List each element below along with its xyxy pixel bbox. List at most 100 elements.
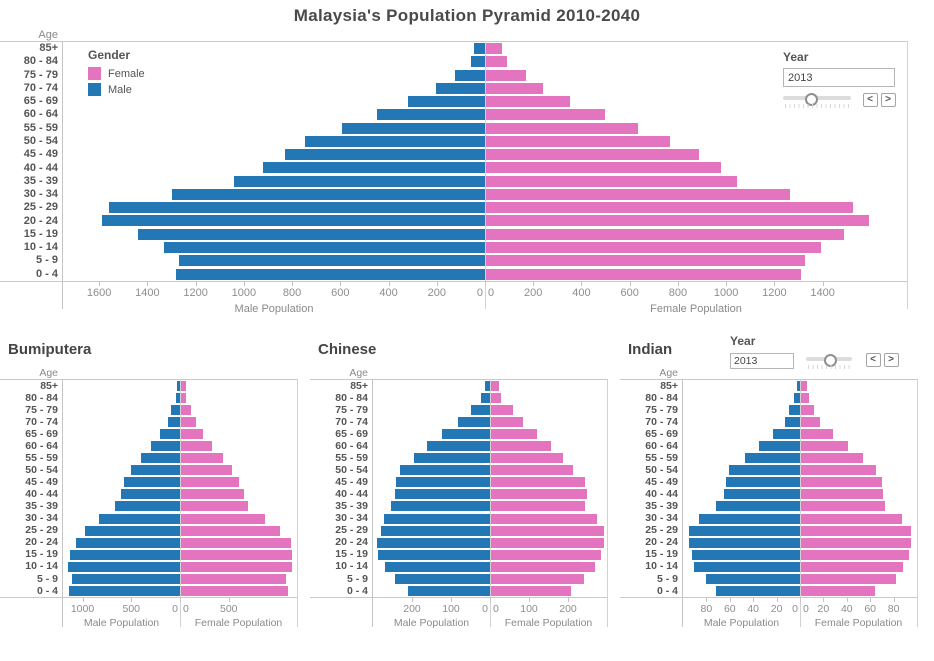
year-input[interactable] xyxy=(783,68,895,87)
male-bar[interactable] xyxy=(171,188,485,200)
male-bar[interactable] xyxy=(794,393,800,404)
female-bar[interactable] xyxy=(801,381,807,391)
male-bar[interactable] xyxy=(728,465,800,476)
female-bar[interactable] xyxy=(801,549,909,560)
legend-item-male[interactable]: Male xyxy=(88,83,145,96)
male-bar[interactable] xyxy=(130,465,180,476)
male-bar[interactable] xyxy=(263,162,485,174)
male-bar[interactable] xyxy=(390,501,490,512)
female-bar[interactable] xyxy=(181,429,204,440)
female-bar[interactable] xyxy=(801,489,883,500)
male-bar[interactable] xyxy=(69,549,180,560)
female-bar[interactable] xyxy=(486,96,571,108)
female-bar[interactable] xyxy=(491,549,601,560)
male-bar[interactable] xyxy=(150,441,180,452)
male-bar[interactable] xyxy=(67,561,180,572)
male-bar[interactable] xyxy=(234,175,485,187)
female-bar[interactable] xyxy=(491,477,585,488)
male-bar[interactable] xyxy=(284,149,485,161)
male-bar[interactable] xyxy=(394,573,490,584)
male-bar[interactable] xyxy=(435,82,485,94)
female-bar[interactable] xyxy=(491,585,571,596)
female-bar[interactable] xyxy=(491,465,573,476)
male-bar[interactable] xyxy=(341,122,485,134)
female-bar[interactable] xyxy=(181,537,292,548)
female-bar[interactable] xyxy=(801,501,886,512)
female-bar[interactable] xyxy=(181,441,213,452)
female-bar[interactable] xyxy=(486,241,822,253)
female-bar[interactable] xyxy=(486,188,790,200)
male-bar[interactable] xyxy=(484,381,490,391)
female-bar[interactable] xyxy=(486,268,801,280)
male-bar[interactable] xyxy=(305,135,485,147)
male-bar[interactable] xyxy=(726,477,800,488)
female-bar[interactable] xyxy=(491,489,587,500)
male-bar[interactable] xyxy=(773,429,800,440)
male-bar[interactable] xyxy=(85,525,180,536)
female-bar[interactable] xyxy=(486,149,700,161)
male-bar[interactable] xyxy=(699,513,800,524)
female-bar[interactable] xyxy=(491,381,499,391)
year-input[interactable] xyxy=(730,353,794,369)
year-slider[interactable] xyxy=(783,93,851,108)
female-bar[interactable] xyxy=(491,525,605,536)
female-bar[interactable] xyxy=(801,537,911,548)
female-bar[interactable] xyxy=(801,429,833,440)
male-bar[interactable] xyxy=(442,429,490,440)
male-bar[interactable] xyxy=(715,585,800,596)
female-bar[interactable] xyxy=(491,513,598,524)
female-bar[interactable] xyxy=(801,573,896,584)
male-bar[interactable] xyxy=(168,417,180,428)
female-bar[interactable] xyxy=(801,465,876,476)
female-bar[interactable] xyxy=(486,122,638,134)
year-next-button[interactable]: > xyxy=(880,93,896,107)
male-bar[interactable] xyxy=(784,417,800,428)
male-bar[interactable] xyxy=(688,525,800,536)
male-bar[interactable] xyxy=(458,417,490,428)
female-bar[interactable] xyxy=(486,135,671,147)
female-bar[interactable] xyxy=(486,175,737,187)
female-bar[interactable] xyxy=(801,441,848,452)
male-bar[interactable] xyxy=(470,405,490,416)
female-bar[interactable] xyxy=(491,393,502,404)
female-bar[interactable] xyxy=(491,537,605,548)
male-bar[interactable] xyxy=(176,393,180,404)
female-bar[interactable] xyxy=(486,69,526,81)
female-bar[interactable] xyxy=(491,405,513,416)
female-bar[interactable] xyxy=(801,417,820,428)
male-bar[interactable] xyxy=(474,43,485,54)
female-bar[interactable] xyxy=(181,585,289,596)
female-bar[interactable] xyxy=(181,525,281,536)
female-bar[interactable] xyxy=(181,549,293,560)
male-bar[interactable] xyxy=(71,573,180,584)
male-bar[interactable] xyxy=(108,202,485,214)
male-bar[interactable] xyxy=(426,441,490,452)
female-bar[interactable] xyxy=(486,43,502,54)
female-bar[interactable] xyxy=(486,56,507,68)
female-bar[interactable] xyxy=(801,513,902,524)
male-bar[interactable] xyxy=(759,441,800,452)
female-bar[interactable] xyxy=(181,417,196,428)
female-bar[interactable] xyxy=(491,561,596,572)
female-bar[interactable] xyxy=(491,573,584,584)
male-bar[interactable] xyxy=(715,501,800,512)
male-bar[interactable] xyxy=(123,477,180,488)
male-bar[interactable] xyxy=(178,255,485,267)
female-bar[interactable] xyxy=(491,441,552,452)
female-bar[interactable] xyxy=(491,429,538,440)
female-bar[interactable] xyxy=(491,417,523,428)
female-bar[interactable] xyxy=(181,573,287,584)
year-slider[interactable] xyxy=(806,354,852,369)
male-bar[interactable] xyxy=(688,537,800,548)
female-bar[interactable] xyxy=(486,162,722,174)
female-bar[interactable] xyxy=(801,561,903,572)
female-bar[interactable] xyxy=(181,405,191,416)
female-bar[interactable] xyxy=(181,513,265,524)
female-bar[interactable] xyxy=(486,228,845,240)
female-bar[interactable] xyxy=(486,255,806,267)
male-bar[interactable] xyxy=(376,537,490,548)
male-bar[interactable] xyxy=(68,585,180,596)
male-bar[interactable] xyxy=(115,501,180,512)
female-bar[interactable] xyxy=(491,501,585,512)
female-bar[interactable] xyxy=(181,393,187,404)
